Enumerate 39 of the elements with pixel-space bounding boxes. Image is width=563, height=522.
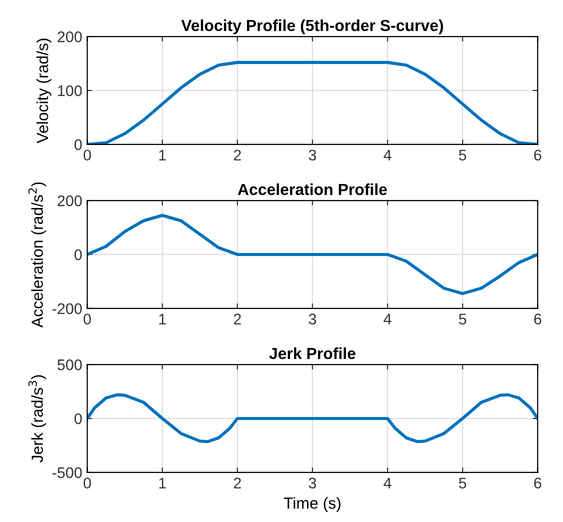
y-tick-label: 0 [74, 413, 82, 424]
x-tick-label: 6 [534, 314, 542, 324]
x-tick-label: 4 [384, 150, 392, 160]
chart-title: Acceleration Profile [238, 183, 387, 196]
x-tick-label: 1 [159, 314, 166, 324]
x-tick-label: 0 [84, 150, 91, 161]
x-tick-label: 3 [308, 150, 316, 161]
x-tick-label: 0 [84, 478, 91, 488]
x-tick-label: 6 [534, 478, 542, 488]
x-tick-label: 3 [308, 314, 316, 324]
x-tick-label: 2 [234, 150, 241, 160]
x-tick-label: 4 [384, 478, 392, 488]
x-tick-label: 5 [458, 314, 466, 324]
line-series [87, 393, 538, 444]
y-axis-title: Jerk (rad/s$^{3}$) [28, 375, 46, 462]
y-axis-title: Velocity (rad/s) [36, 38, 52, 144]
x-tick-label: 1 [159, 150, 166, 160]
x-tick-label: 5 [458, 150, 466, 161]
y-tick-label: 200 [58, 31, 82, 42]
x-tick-label: 5 [458, 478, 466, 488]
chart-title: Velocity Profile (5th-order S-curve) [181, 19, 444, 34]
x-tick-label: 3 [308, 478, 316, 488]
x-tick-label: 1 [159, 478, 166, 488]
x-tick-label: 4 [384, 314, 392, 324]
y-axis-title: Acceleration (rad/s$^{2}$) [28, 182, 46, 328]
y-tick-label: -200 [52, 303, 82, 314]
y-tick-label: 200 [58, 195, 82, 206]
y-tick-label: 0 [74, 139, 82, 150]
y-tick-label: 100 [58, 85, 82, 96]
x-tick-label: 2 [234, 314, 241, 324]
x-tick-label: 2 [234, 478, 241, 488]
y-tick-label: 0 [74, 249, 82, 260]
chart-title: Jerk Profile [269, 347, 356, 360]
x-tick-label: 0 [84, 314, 91, 324]
x-axis-title: Time (s) [284, 497, 340, 512]
x-tick-label: 6 [534, 150, 542, 161]
y-tick-label: -500 [52, 467, 82, 478]
line-series [87, 214, 538, 296]
y-tick-label: 500 [58, 359, 82, 370]
